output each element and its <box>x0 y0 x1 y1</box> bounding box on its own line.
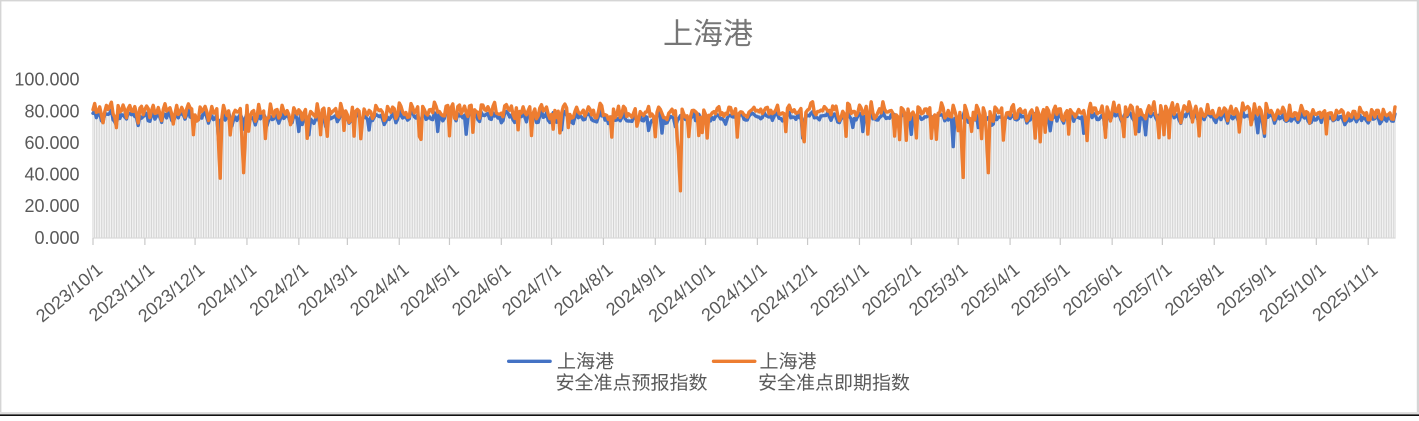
svg-text:0.000: 0.000 <box>34 228 79 248</box>
svg-text:40.000: 40.000 <box>24 165 79 185</box>
svg-text:20.000: 20.000 <box>24 196 79 216</box>
svg-text:100.000: 100.000 <box>14 70 79 90</box>
svg-text:60.000: 60.000 <box>24 133 79 153</box>
svg-text:80.000: 80.000 <box>24 101 79 121</box>
